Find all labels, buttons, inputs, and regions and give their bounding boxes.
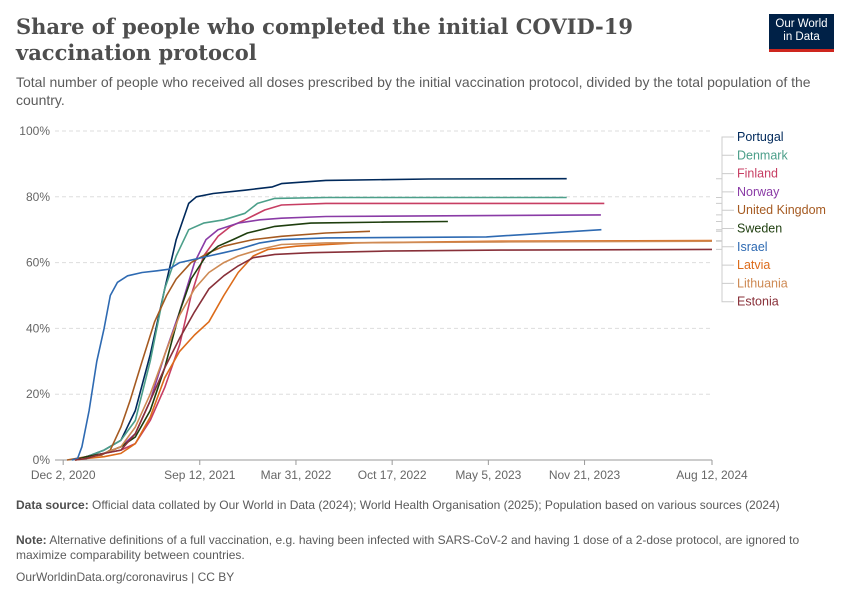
y-tick-label: 60%: [26, 256, 50, 270]
series-line-lithuania[interactable]: [75, 240, 713, 461]
x-tick-label: Aug 12, 2024: [676, 468, 748, 482]
logo-line-2: in Data: [783, 31, 820, 43]
legend-label-denmark[interactable]: Denmark: [737, 148, 788, 162]
series-line-estonia[interactable]: [75, 248, 713, 461]
legend-label-israel[interactable]: Israel: [737, 240, 768, 254]
chart-subtitle: Total number of people who received all …: [16, 74, 811, 108]
legend-connector: [716, 221, 734, 229]
legend-label-estonia[interactable]: Estonia: [737, 295, 779, 309]
logo-line-1: Our World: [775, 18, 828, 30]
legend-connector: [716, 136, 734, 180]
series-line-portugal[interactable]: [74, 177, 567, 461]
x-tick-label: Mar 31, 2022: [261, 468, 332, 482]
legend-label-portugal[interactable]: Portugal: [737, 130, 784, 144]
y-tick-label: 0%: [33, 453, 51, 467]
series-line-latvia[interactable]: [75, 239, 713, 461]
legend-connector: [716, 154, 734, 198]
legend-connector: [716, 173, 734, 204]
y-tick-label: 40%: [26, 321, 50, 335]
y-tick-label: 100%: [19, 124, 50, 138]
x-tick-label: Nov 21, 2023: [549, 468, 621, 482]
x-tick-label: Dec 2, 2020: [31, 468, 96, 482]
data-source: Data source: Official data collated by O…: [16, 498, 816, 513]
y-tick-label: 20%: [26, 387, 50, 401]
y-tick-label: 80%: [26, 190, 50, 204]
series-line-israel[interactable]: [71, 228, 602, 461]
x-tick-label: Sep 12, 2021: [164, 468, 236, 482]
legend-connector: [716, 209, 734, 232]
data-source-text: Official data collated by Our World in D…: [92, 498, 780, 512]
legend-connector: [716, 240, 734, 284]
chart-title: Share of people who completed the initia…: [16, 14, 633, 65]
legend-connector: [716, 191, 734, 216]
legend-label-lithuania[interactable]: Lithuania: [737, 276, 788, 290]
legend-connector: [716, 240, 734, 266]
owid-logo[interactable]: Our World in Data: [769, 14, 834, 52]
series-line-united-kingdom[interactable]: [66, 230, 371, 461]
legend-label-sweden[interactable]: Sweden: [737, 222, 782, 236]
legend-connector: [716, 229, 734, 248]
credit-link[interactable]: OurWorldinData.org/coronavirus | CC BY: [16, 570, 235, 584]
series-line-sweden[interactable]: [74, 220, 448, 461]
x-tick-label: May 5, 2023: [455, 468, 521, 482]
chart-note: Note: Alternative definitions of a full …: [16, 533, 816, 563]
note-text: Alternative definitions of a full vaccin…: [16, 533, 800, 562]
legend-label-latvia[interactable]: Latvia: [737, 258, 770, 272]
legend-label-united-kingdom[interactable]: United Kingdom: [737, 203, 826, 217]
x-tick-label: Oct 17, 2022: [358, 468, 427, 482]
legend-label-norway[interactable]: Norway: [737, 185, 780, 199]
note-label: Note:: [16, 533, 47, 547]
legend-connector: [716, 248, 734, 303]
data-source-label: Data source:: [16, 498, 89, 512]
legend-label-finland[interactable]: Finland: [737, 167, 778, 181]
